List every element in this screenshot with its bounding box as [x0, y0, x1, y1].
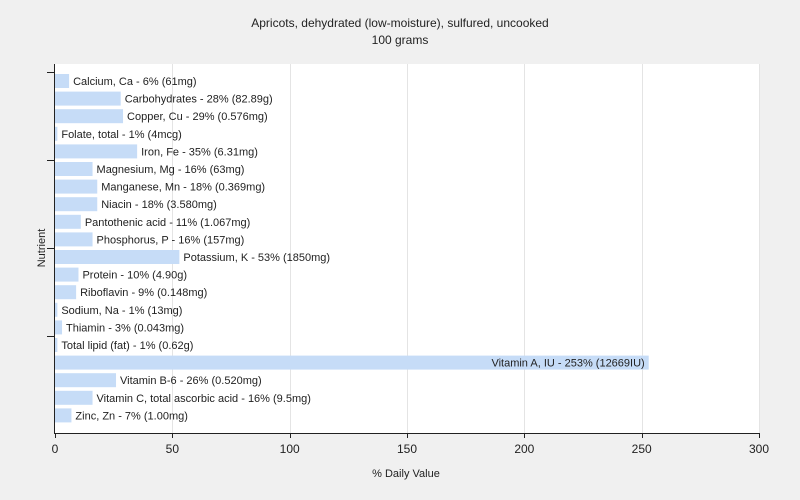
bar-label: Zinc, Zn - 7% (1.00mg) — [75, 410, 187, 422]
bar — [55, 320, 63, 335]
bar-label: Vitamin A, IU - 253% (12669IU) — [491, 358, 644, 370]
bar-label: Carbohydrates - 28% (82.89g) — [125, 94, 273, 106]
bar-label: Copper, Cu - 29% (0.576mg) — [127, 111, 268, 123]
bar-label: Thiamin - 3% (0.043mg) — [66, 322, 184, 334]
bar-label: Niacin - 18% (3.580mg) — [101, 199, 217, 211]
chart-title: Apricots, dehydrated (low-moisture), sul… — [251, 16, 548, 30]
bar — [55, 91, 121, 106]
y-axis-label: Nutrient — [36, 229, 48, 268]
bar — [55, 302, 58, 317]
y-axis-ticks — [47, 72, 54, 337]
bar-label: Magnesium, Mg - 16% (63mg) — [97, 164, 245, 176]
x-axis-label: % Daily Value — [372, 468, 440, 480]
chart-subtitle: 100 grams — [372, 33, 429, 47]
bar — [55, 74, 70, 88]
bar — [55, 162, 93, 176]
bar-label: Manganese, Mn - 18% (0.369mg) — [101, 182, 265, 194]
bars — [55, 74, 649, 423]
bar — [55, 390, 93, 405]
bar-label: Protein - 10% (4.90g) — [82, 270, 187, 282]
bar-labels: Calcium, Ca - 6% (61mg) Carbohydrates - 2… — [61, 76, 644, 422]
bar — [55, 126, 58, 141]
x-tick-label: 300 — [749, 442, 769, 456]
bar-label: Calcium, Ca - 6% (61mg) — [73, 76, 196, 88]
bar — [55, 232, 93, 247]
bar — [55, 250, 180, 264]
bar-label: Riboflavin - 9% (0.148mg) — [80, 287, 207, 299]
bar-label: Vitamin B-6 - 26% (0.520mg) — [120, 375, 262, 387]
bar — [55, 338, 58, 352]
bar — [55, 179, 98, 194]
bar — [55, 373, 117, 388]
bar-label: Folate, total - 1% (4mcg) — [61, 129, 181, 141]
x-tick-label: 250 — [632, 442, 652, 456]
bar — [55, 355, 649, 370]
bar — [55, 285, 77, 300]
x-tick-label: 100 — [280, 442, 300, 456]
bar-label: Vitamin C, total ascorbic acid - 16% (9.… — [97, 393, 311, 405]
bar — [55, 214, 81, 229]
x-gridlines — [172, 64, 760, 433]
bar-label: Total lipid (fat) - 1% (0.62g) — [61, 340, 193, 352]
bar-label: Phosphorus, P - 16% (157mg) — [97, 234, 245, 246]
x-tick-label: 50 — [166, 442, 180, 456]
x-tick-label: 200 — [514, 442, 534, 456]
x-tick-label: 150 — [397, 442, 417, 456]
bar — [55, 197, 98, 212]
bar-label: Sodium, Na - 1% (13mg) — [61, 305, 182, 317]
bar-label: Pantothenic acid - 11% (1.067mg) — [85, 217, 251, 229]
bar — [55, 144, 138, 159]
x-tick-label: 0 — [52, 442, 59, 456]
x-axis-ticks: 0 50 100 150 200 250 300 — [52, 433, 769, 456]
bar — [55, 408, 72, 423]
bar — [55, 267, 79, 282]
bar-label: Potassium, K - 53% (1850mg) — [183, 252, 330, 264]
bar — [55, 109, 124, 124]
bar-label: Iron, Fe - 35% (6.31mg) — [141, 146, 258, 158]
